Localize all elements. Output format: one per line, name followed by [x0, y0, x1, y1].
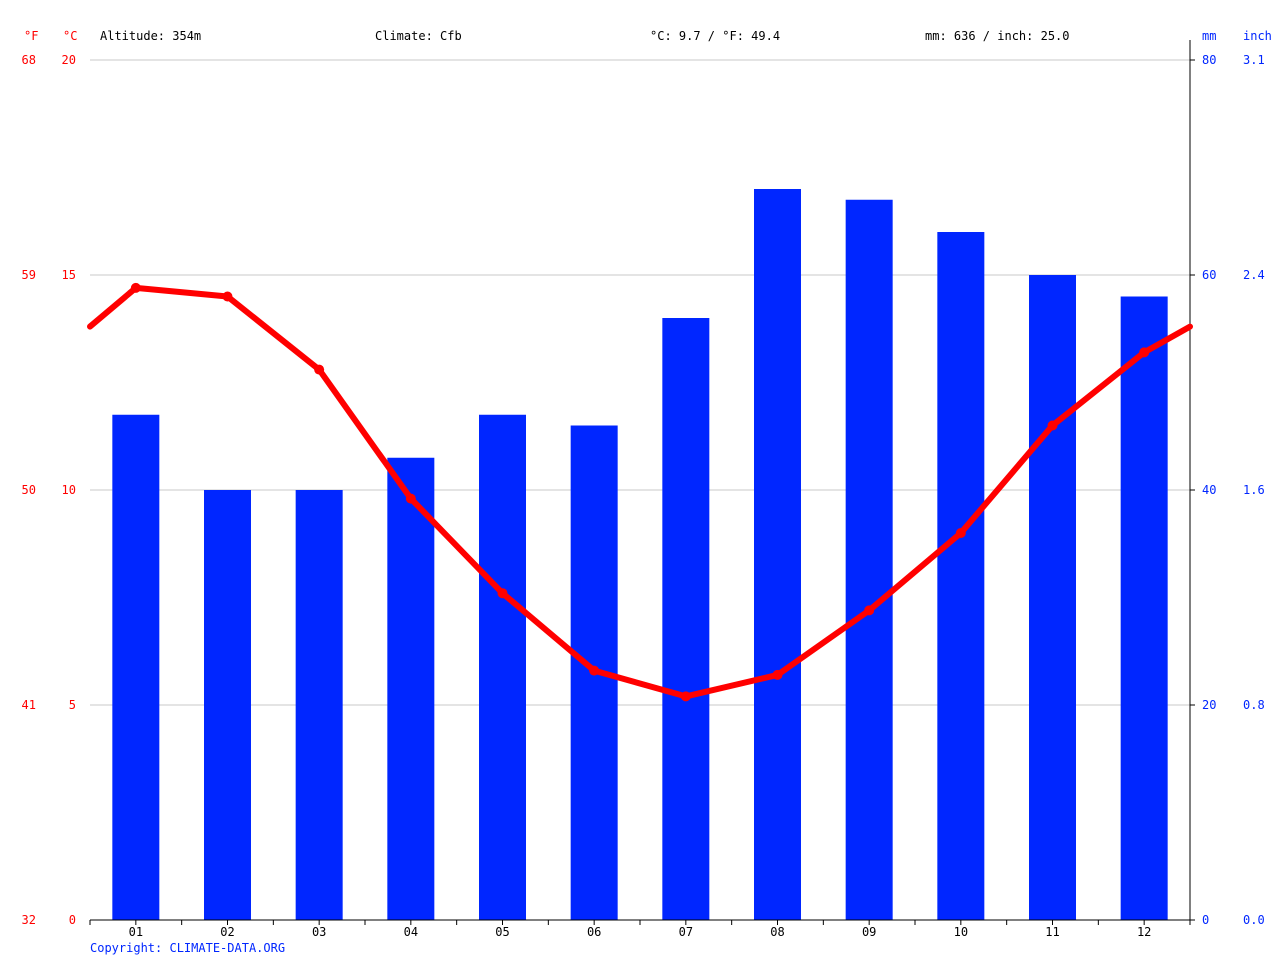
month-label: 02 — [220, 925, 234, 939]
mm-tick-label: 0 — [1202, 913, 1209, 927]
altitude-label: Altitude: 354m — [100, 29, 201, 43]
inch-tick-label: 3.1 — [1243, 53, 1265, 67]
precipitation-bars — [112, 189, 1168, 920]
fahrenheit-tick-label: 41 — [22, 698, 36, 712]
gridlines — [90, 59, 1190, 706]
temperature-point — [130, 282, 141, 293]
month-label: 03 — [312, 925, 326, 939]
month-label: 06 — [587, 925, 601, 939]
mm-tick-label: 20 — [1202, 698, 1216, 712]
precipitation-summary: mm: 636 / inch: 25.0 — [925, 29, 1070, 43]
celsius-tick-label: 10 — [62, 483, 76, 497]
axes — [89, 40, 1195, 925]
temperature-point — [1139, 347, 1150, 358]
fahrenheit-tick-label: 68 — [22, 53, 36, 67]
celsius-unit-label: °C — [63, 29, 77, 43]
month-label: 08 — [770, 925, 784, 939]
temperature-point — [772, 669, 783, 680]
temperature-point — [864, 605, 875, 616]
precipitation-bar — [479, 414, 526, 920]
month-label: 10 — [954, 925, 968, 939]
precipitation-bar — [295, 490, 343, 920]
temperature-line-path — [87, 284, 1193, 700]
tick-labels: 32 0 41 5 50 10 59 15 68 20 0 0.0 20 0.8 40 1.6 60 2.4 80 3… — [22, 53, 1265, 927]
inch-tick-label: 0.0 — [1243, 913, 1265, 927]
month-label: 01 — [129, 925, 143, 939]
month-label: 04 — [404, 925, 418, 939]
precipitation-bar — [845, 199, 893, 920]
precipitation-bar — [1120, 296, 1168, 920]
celsius-tick-label: 20 — [62, 53, 76, 67]
month-label: 09 — [862, 925, 876, 939]
mm-tick-label: 40 — [1202, 483, 1216, 497]
temperature-point — [680, 691, 691, 702]
fahrenheit-tick-label: 32 — [22, 913, 36, 927]
temperature-line — [87, 282, 1193, 702]
mm-unit-label: mm — [1202, 29, 1216, 43]
month-labels: 01 02 03 04 05 06 07 08 09 10 11 12 — [129, 925, 1152, 939]
temperature-point — [222, 291, 233, 302]
copyright-link[interactable]: Copyright: CLIMATE-DATA.ORG — [90, 941, 285, 955]
precipitation-bar — [387, 457, 435, 920]
temperature-point — [497, 588, 508, 599]
temperature-point — [589, 665, 600, 676]
climate-label: Climate: Cfb — [375, 29, 462, 43]
fahrenheit-tick-label: 59 — [22, 268, 36, 282]
inch-tick-label: 0.8 — [1243, 698, 1265, 712]
precipitation-bar — [937, 232, 985, 920]
mm-tick-label: 60 — [1202, 268, 1216, 282]
inch-tick-label: 1.6 — [1243, 483, 1265, 497]
temperature-point — [405, 493, 416, 504]
temperature-point — [314, 364, 325, 375]
inch-unit-label: inch — [1243, 29, 1272, 43]
celsius-tick-label: 0 — [69, 913, 76, 927]
temperature-point — [1047, 420, 1058, 431]
precipitation-bar — [1029, 275, 1076, 920]
temperature-point — [955, 528, 966, 538]
fahrenheit-tick-label: 50 — [22, 483, 36, 497]
celsius-tick-label: 5 — [69, 698, 76, 712]
month-label: 05 — [495, 925, 509, 939]
month-label: 07 — [679, 925, 693, 939]
precipitation-bar — [662, 318, 710, 920]
temperature-summary: °C: 9.7 / °F: 49.4 — [650, 29, 780, 43]
precipitation-bar — [754, 189, 801, 920]
fahrenheit-unit-label: °F — [24, 29, 38, 43]
month-label: 11 — [1045, 925, 1059, 939]
celsius-tick-label: 15 — [62, 268, 76, 282]
month-label: 12 — [1137, 925, 1151, 939]
precipitation-bar — [112, 414, 160, 920]
inch-tick-label: 2.4 — [1243, 268, 1265, 282]
precipitation-bar — [204, 490, 251, 920]
mm-tick-label: 80 — [1202, 53, 1216, 67]
